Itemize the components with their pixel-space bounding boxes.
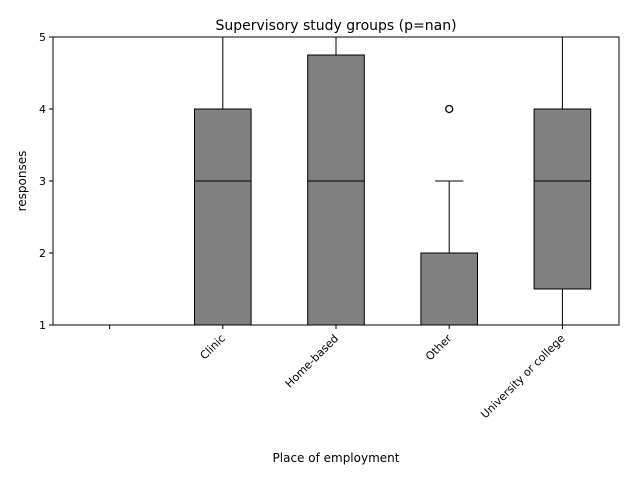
x-tick-label: Other (423, 332, 455, 364)
y-tick-label: 4 (39, 103, 46, 116)
box-body (420, 252, 478, 326)
box-body (533, 108, 592, 290)
x-tick-label: Home-based (283, 332, 341, 390)
chart-title: Supervisory study groups (p=nan) (215, 18, 456, 34)
box-group (420, 104, 478, 326)
plot-marks (194, 36, 592, 326)
x-axis: Clinic Home-based Other University or colle… (109, 325, 568, 421)
y-tick-label: 2 (39, 247, 46, 260)
y-tick-label: 3 (39, 175, 46, 188)
x-tick-label: University or college (478, 332, 567, 421)
y-axis: 1 2 3 4 5 (39, 31, 53, 332)
box-body (307, 54, 365, 326)
box-body (194, 108, 252, 326)
box-group (194, 36, 252, 326)
x-tick-label: Clinic (198, 332, 228, 362)
y-axis-label: responses (15, 151, 29, 212)
outlier-point (445, 104, 454, 114)
box-group (307, 36, 365, 326)
y-tick-label: 1 (39, 319, 46, 332)
x-axis-label: Place of employment (273, 451, 400, 465)
box-group (533, 36, 592, 326)
y-tick-label: 5 (39, 31, 46, 44)
